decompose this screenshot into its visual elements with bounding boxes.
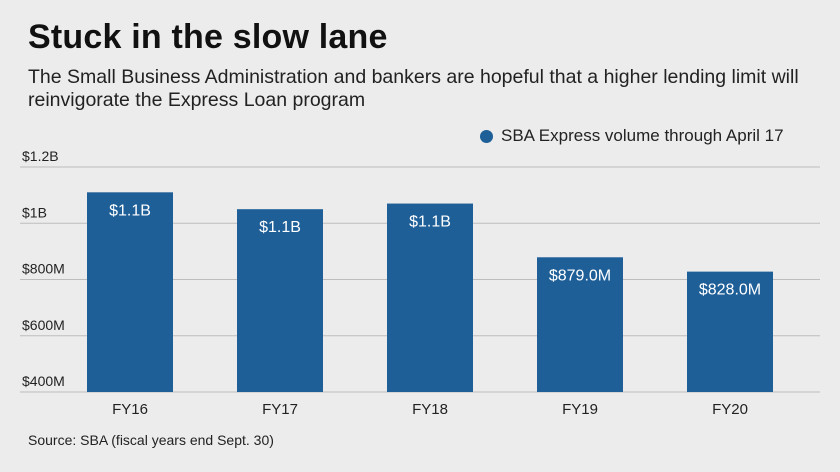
data-label-fy20: $828.0M [699, 282, 761, 299]
x-tick-label-fy18: FY18 [412, 401, 448, 418]
bar-fy19 [537, 257, 623, 392]
labels: $400M $600M $800M $1B $1.2B $1.1B FY16 $1.1B FY1… [22, 148, 761, 418]
y-tick-label: $800M [22, 261, 65, 277]
x-tick-label-fy20: FY20 [712, 401, 748, 418]
bar-fy18 [387, 203, 473, 392]
y-tick-label: $600M [22, 317, 65, 333]
y-tick-label: $400M [22, 373, 65, 389]
chart-subtitle: The Small Business Administration and ba… [28, 66, 799, 111]
y-tick-label: $1B [22, 204, 47, 220]
bar-fy17 [237, 209, 323, 392]
data-label-fy16: $1.1B [109, 202, 151, 219]
data-label-fy17: $1.1B [259, 219, 301, 236]
bar-fy20 [687, 271, 773, 392]
legend-label: SBA Express volume through April 17 [501, 126, 784, 145]
legend-swatch [480, 129, 493, 143]
data-label-fy18: $1.1B [409, 214, 451, 231]
legend: SBA Express volume through April 17 [480, 126, 784, 146]
source-note: Source: SBA (fiscal years end Sept. 30) [28, 432, 274, 448]
bar-fy16 [87, 192, 173, 392]
y-tick-label: $1.2B [22, 148, 59, 164]
x-tick-label-fy16: FY16 [112, 401, 148, 418]
x-tick-label-fy19: FY19 [562, 401, 598, 418]
x-tick-label-fy17: FY17 [262, 401, 298, 418]
data-label-fy19: $879.0M [549, 267, 611, 284]
chart-title: Stuck in the slow lane [28, 18, 388, 56]
bars [87, 192, 773, 392]
